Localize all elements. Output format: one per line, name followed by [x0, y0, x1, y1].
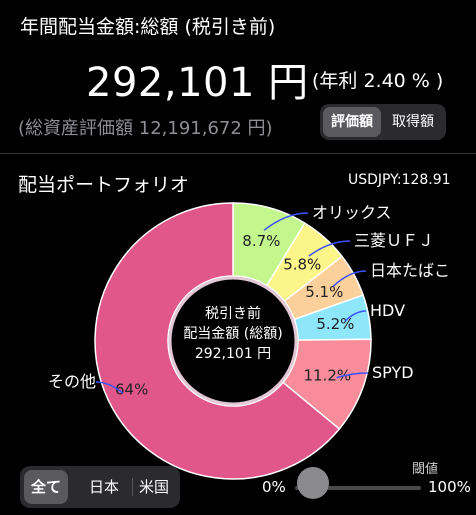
annual-yield: (年利 2.40 % ) — [312, 70, 444, 92]
portfolio-title: 配当ポートフォリオ — [18, 174, 190, 196]
page-title: 年間配当金額:総額 (税引き前) — [20, 16, 276, 38]
threshold-label: 閾値 — [412, 462, 439, 477]
slice-name-label: 日本たばこ — [370, 261, 450, 280]
acquisition-cost-button[interactable]: 取得額 — [392, 114, 434, 130]
slice-percent-label: 5.1% — [305, 283, 343, 301]
slice-name-label: SPYD — [372, 363, 414, 382]
slice-percent-label: 8.7% — [242, 232, 280, 250]
donut-hole — [168, 276, 298, 406]
slice-name-label: その他 — [48, 372, 96, 391]
annual-dividend-amount: 292,101 円 — [86, 60, 309, 106]
valuation-toggle: 評価額 取得額 — [320, 104, 446, 140]
slice-percent-label: 5.8% — [283, 255, 321, 273]
center-line-2: 配当金額 (総額) — [183, 326, 282, 342]
slice-name-label: HDV — [370, 301, 405, 320]
threshold-max-label: 100% — [428, 478, 471, 496]
slice-name-label: オリックス — [312, 203, 392, 222]
slice-percent-label: 11.2% — [303, 366, 351, 384]
donut-slice[interactable] — [94, 202, 341, 480]
slice-percent-label: 5.2% — [316, 315, 354, 333]
threshold-slider-track[interactable] — [295, 486, 421, 490]
total-assets: (総資産評価額 12,191,672 円) — [18, 118, 273, 139]
center-line-1: 税引き前 — [205, 305, 261, 322]
callout-line — [95, 381, 124, 394]
filter-us-button[interactable]: 米国 — [138, 478, 169, 496]
valuation-button[interactable]: 評価額 — [323, 107, 381, 137]
callout-line — [344, 310, 367, 322]
slice-percent-label: 64% — [115, 381, 148, 399]
filter-japan-button[interactable]: 日本 — [88, 478, 119, 496]
filter-all-button[interactable]: 全て — [24, 470, 68, 504]
callout-line — [332, 270, 367, 287]
threshold-min-label: 0% — [262, 478, 286, 496]
callout-line — [263, 212, 309, 231]
section-divider — [0, 153, 476, 154]
threshold-slider-thumb[interactable] — [297, 467, 329, 499]
segment-separator — [132, 478, 133, 496]
slice-name-label: 三菱ＵＦＪ — [354, 231, 434, 250]
market-filter: 全て 日本 米国 — [20, 466, 180, 508]
callout-line — [308, 240, 351, 257]
callout-line — [336, 372, 369, 379]
center-line-3: 292,101 円 — [195, 346, 271, 362]
fx-rate: USDJPY:128.91 — [348, 172, 451, 188]
